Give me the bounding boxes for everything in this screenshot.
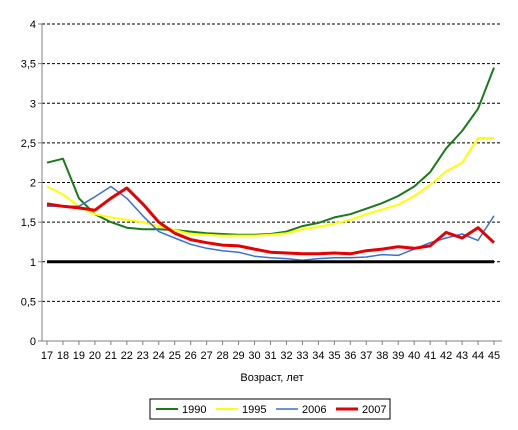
x-tick-label: 35 bbox=[328, 350, 340, 362]
y-axis-ticks: 0 0,5 1 1,5 2 2,5 3 3,5 4 bbox=[21, 19, 42, 348]
legend: 1990 1995 2006 2007 bbox=[149, 398, 391, 420]
x-axis-label: Возраст, лет bbox=[240, 372, 303, 384]
y-tick-label: 3 bbox=[30, 98, 36, 110]
x-tick-label: 39 bbox=[392, 350, 404, 362]
series-line-1990 bbox=[46, 67, 495, 236]
series-line-2007 bbox=[46, 186, 496, 256]
x-axis-ticks: 17 18 19 20 21 22 23 24 25 26 27 28 29 30 31 32 33 34 35 36… bbox=[41, 341, 500, 362]
series-lines bbox=[46, 67, 496, 261]
x-tick-label: 18 bbox=[57, 350, 69, 362]
x-tick-label: 37 bbox=[360, 350, 372, 362]
legend-label-2006: 2006 bbox=[302, 404, 326, 416]
x-tick-label: 21 bbox=[105, 350, 117, 362]
x-tick-label: 30 bbox=[248, 350, 260, 362]
series-line-1995 bbox=[46, 137, 494, 237]
x-tick-label: 40 bbox=[408, 350, 420, 362]
x-tick-label: 20 bbox=[89, 350, 101, 362]
x-tick-label: 24 bbox=[153, 350, 165, 362]
grid-lines bbox=[42, 23, 502, 302]
x-tick-label: 22 bbox=[121, 350, 133, 362]
x-tick-label: 26 bbox=[185, 350, 197, 362]
y-tick-label: 1,5 bbox=[21, 217, 36, 229]
y-tick-label: 2 bbox=[30, 178, 36, 190]
y-tick-label: 4 bbox=[30, 19, 36, 31]
x-tick-label: 19 bbox=[73, 350, 85, 362]
x-tick-label: 17 bbox=[41, 350, 53, 362]
x-tick-label: 31 bbox=[264, 350, 276, 362]
x-tick-label: 43 bbox=[456, 350, 468, 362]
y-tick-label: 0 bbox=[30, 336, 36, 348]
y-tick-label: 2,5 bbox=[21, 138, 36, 150]
x-tick-label: 44 bbox=[472, 350, 484, 362]
y-tick-label: 1 bbox=[30, 257, 36, 269]
x-tick-label: 29 bbox=[232, 350, 244, 362]
legend-label-1995: 1995 bbox=[242, 404, 266, 416]
x-tick-label: 34 bbox=[312, 350, 324, 362]
x-tick-label: 36 bbox=[344, 350, 356, 362]
x-tick-label: 45 bbox=[488, 350, 500, 362]
x-tick-label: 42 bbox=[440, 350, 452, 362]
legend-box bbox=[149, 398, 391, 420]
x-tick-label: 27 bbox=[201, 350, 213, 362]
x-tick-label: 23 bbox=[137, 350, 149, 362]
x-tick-label: 25 bbox=[169, 350, 181, 362]
y-tick-label: 3,5 bbox=[21, 59, 36, 71]
legend-label-2007: 2007 bbox=[362, 404, 386, 416]
x-tick-label: 33 bbox=[296, 350, 308, 362]
axes bbox=[41, 24, 502, 342]
legend-label-1990: 1990 bbox=[182, 404, 206, 416]
x-tick-label: 41 bbox=[424, 350, 436, 362]
x-tick-label: 38 bbox=[376, 350, 388, 362]
x-tick-label: 28 bbox=[216, 350, 228, 362]
y-tick-label: 0,5 bbox=[21, 296, 36, 308]
x-tick-label: 32 bbox=[280, 350, 292, 362]
